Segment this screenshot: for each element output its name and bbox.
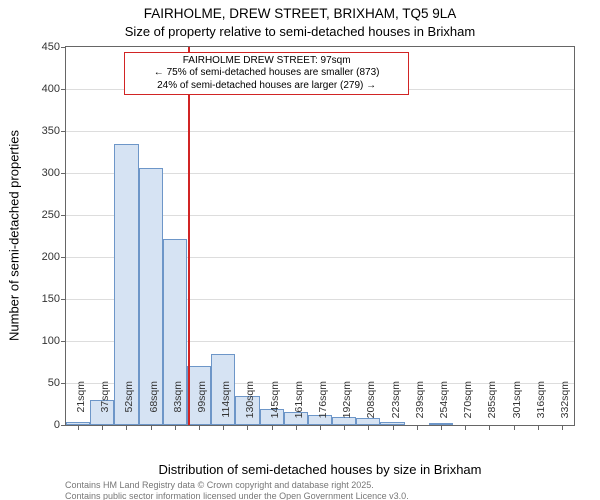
- x-tick-label: 37sqm: [99, 381, 111, 431]
- x-tick-label: 316sqm: [535, 381, 547, 431]
- y-tick-label: 50: [20, 377, 66, 389]
- x-tick-label: 301sqm: [511, 381, 523, 431]
- annotation-line: 24% of semi-detached houses are larger (…: [129, 80, 403, 93]
- y-tick-label: 350: [20, 125, 66, 137]
- x-tick-label: 176sqm: [317, 381, 329, 431]
- x-tick-label: 114sqm: [220, 381, 232, 431]
- x-tick-label: 161sqm: [293, 381, 305, 431]
- y-tick-label: 0: [20, 419, 66, 431]
- x-tick-label: 192sqm: [341, 381, 353, 431]
- chart-plot-area: 05010015020025030035040045021sqm37sqm52s…: [65, 46, 575, 426]
- x-tick-label: 254sqm: [438, 381, 450, 431]
- page-title: FAIRHOLME, DREW STREET, BRIXHAM, TQ5 9LA: [0, 6, 600, 21]
- x-tick-label: 285sqm: [486, 381, 498, 431]
- gridline: [66, 131, 574, 132]
- y-tick-label: 300: [20, 167, 66, 179]
- x-tick-label: 83sqm: [172, 381, 184, 431]
- x-tick-label: 99sqm: [196, 381, 208, 431]
- y-tick-label: 100: [20, 335, 66, 347]
- footer-copyright-2: Contains public sector information licen…: [65, 491, 409, 500]
- page-subtitle: Size of property relative to semi-detach…: [0, 24, 600, 39]
- y-tick-label: 450: [20, 41, 66, 53]
- x-tick-label: 332sqm: [559, 381, 571, 431]
- x-tick-label: 208sqm: [365, 381, 377, 431]
- x-tick-label: 223sqm: [390, 381, 402, 431]
- x-tick-label: 270sqm: [462, 381, 474, 431]
- y-tick-label: 200: [20, 251, 66, 263]
- x-tick-label: 52sqm: [123, 381, 135, 431]
- y-tick-label: 250: [20, 209, 66, 221]
- footer-copyright-1: Contains HM Land Registry data © Crown c…: [65, 480, 374, 490]
- x-tick-label: 68sqm: [148, 381, 160, 431]
- y-tick-label: 150: [20, 293, 66, 305]
- property-marker-line: [188, 47, 190, 425]
- annotation-box: FAIRHOLME DREW STREET: 97sqm← 75% of sem…: [124, 52, 408, 96]
- x-tick-label: 145sqm: [269, 381, 281, 431]
- x-tick-label: 130sqm: [244, 381, 256, 431]
- y-tick-label: 400: [20, 83, 66, 95]
- annotation-line: FAIRHOLME DREW STREET: 97sqm: [129, 55, 403, 68]
- x-tick-label: 21sqm: [75, 381, 87, 431]
- x-axis-label: Distribution of semi-detached houses by …: [65, 462, 575, 477]
- x-tick-label: 239sqm: [414, 381, 426, 431]
- annotation-line: ← 75% of semi-detached houses are smalle…: [129, 67, 403, 80]
